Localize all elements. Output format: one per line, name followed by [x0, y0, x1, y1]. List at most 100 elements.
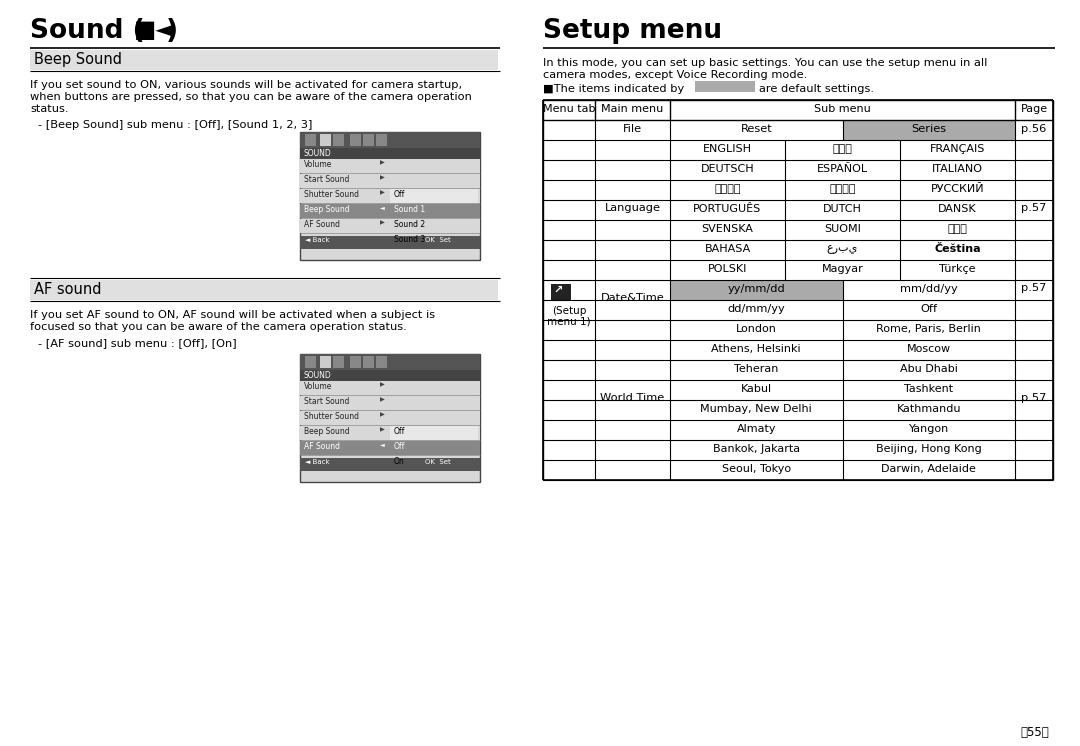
- Text: Menu tab: Menu tab: [543, 104, 595, 114]
- Bar: [300, 132, 480, 148]
- Text: Teheran: Teheran: [734, 364, 779, 374]
- Text: Main menu: Main menu: [602, 104, 663, 114]
- Text: Sound 3: Sound 3: [394, 235, 426, 244]
- Text: yy/mm/dd: yy/mm/dd: [727, 284, 785, 294]
- Text: Start Sound: Start Sound: [303, 175, 349, 184]
- Bar: [300, 189, 480, 203]
- Text: DANSK: DANSK: [939, 204, 976, 214]
- Bar: [300, 370, 480, 381]
- Bar: [543, 400, 1053, 420]
- Text: Tashkent: Tashkent: [904, 384, 954, 394]
- Text: POLSKI: POLSKI: [707, 264, 747, 274]
- Text: Off: Off: [920, 304, 937, 314]
- Text: Series: Series: [912, 124, 946, 134]
- Bar: [543, 160, 1053, 180]
- Text: - [AF sound] sub menu : [Off], [On]: - [AF sound] sub menu : [Off], [On]: [38, 338, 237, 348]
- Text: Abu Dhabi: Abu Dhabi: [900, 364, 958, 374]
- Text: Shutter Sound: Shutter Sound: [303, 412, 359, 421]
- Bar: [320, 356, 330, 368]
- Text: are default settings.: are default settings.: [759, 84, 874, 94]
- Text: 한국어: 한국어: [833, 144, 852, 154]
- Text: camera modes, except Voice Recording mode.: camera modes, except Voice Recording mod…: [543, 70, 807, 80]
- Bar: [320, 134, 330, 146]
- Bar: [543, 180, 1053, 200]
- Text: Athens, Helsinki: Athens, Helsinki: [712, 344, 801, 354]
- Text: DUTCH: DUTCH: [823, 204, 862, 214]
- Text: Rome, Paris, Berlin: Rome, Paris, Berlin: [876, 324, 982, 334]
- Text: ◄: ◄: [380, 442, 384, 447]
- Bar: [543, 340, 1053, 360]
- Text: Türkçe: Türkçe: [940, 264, 975, 274]
- Bar: [300, 132, 480, 260]
- Bar: [670, 280, 842, 300]
- Bar: [300, 148, 480, 159]
- Bar: [543, 440, 1053, 460]
- Bar: [543, 260, 1053, 280]
- Text: ▶: ▶: [380, 412, 384, 417]
- Text: Beep Sound: Beep Sound: [303, 205, 350, 214]
- Text: عربي: عربي: [827, 244, 859, 254]
- Bar: [543, 300, 1053, 320]
- Text: Darwin, Adelaide: Darwin, Adelaide: [881, 464, 976, 474]
- Bar: [300, 354, 480, 482]
- Text: РУССКИЙ: РУССКИЙ: [931, 184, 984, 194]
- Text: ▶: ▶: [380, 427, 384, 432]
- Text: p.57: p.57: [1022, 203, 1047, 213]
- Bar: [376, 134, 387, 146]
- Text: menu 1): menu 1): [548, 316, 591, 326]
- Text: SVENSKA: SVENSKA: [702, 224, 754, 234]
- Bar: [390, 189, 478, 203]
- Bar: [333, 356, 345, 368]
- Bar: [300, 354, 480, 370]
- Bar: [390, 204, 478, 218]
- Text: AF Sound: AF Sound: [303, 442, 340, 451]
- Text: ไทย: ไทย: [947, 224, 968, 234]
- Bar: [543, 460, 1053, 480]
- Bar: [30, 50, 498, 70]
- Bar: [363, 356, 374, 368]
- Text: ◄ Back: ◄ Back: [305, 459, 329, 465]
- Bar: [842, 120, 1015, 140]
- Bar: [363, 134, 374, 146]
- Text: Beijing, Hong Kong: Beijing, Hong Kong: [876, 444, 982, 454]
- Bar: [543, 100, 1053, 120]
- Text: when buttons are pressed, so that you can be aware of the camera operation: when buttons are pressed, so that you ca…: [30, 92, 472, 102]
- Text: ▶: ▶: [380, 175, 384, 180]
- Text: Sound (: Sound (: [30, 18, 145, 44]
- Bar: [350, 356, 361, 368]
- Bar: [30, 280, 498, 300]
- Text: Off: Off: [394, 190, 405, 199]
- Bar: [300, 174, 480, 188]
- Text: Kathmandu: Kathmandu: [896, 404, 961, 414]
- Text: AF Sound: AF Sound: [303, 220, 340, 229]
- Text: Sub menu: Sub menu: [814, 104, 870, 114]
- Bar: [390, 441, 478, 455]
- Text: Moscow: Moscow: [907, 344, 950, 354]
- Text: Reset: Reset: [741, 124, 772, 134]
- Text: DEUTSCH: DEUTSCH: [701, 164, 754, 174]
- Text: ■The items indicated by: ■The items indicated by: [543, 84, 685, 94]
- Text: ITALIANO: ITALIANO: [932, 164, 983, 174]
- Bar: [543, 200, 1053, 220]
- Text: Seoul, Tokyo: Seoul, Tokyo: [721, 464, 791, 474]
- Text: Volume: Volume: [303, 382, 333, 391]
- Text: ■◄: ■◄: [134, 18, 175, 42]
- Text: ▶: ▶: [380, 160, 384, 165]
- Text: Page: Page: [1021, 104, 1048, 114]
- Text: focused so that you can be aware of the camera operation status.: focused so that you can be aware of the …: [30, 322, 407, 332]
- Bar: [333, 134, 345, 146]
- Text: File: File: [623, 124, 643, 134]
- Text: In this mode, you can set up basic settings. You can use the setup menu in all: In this mode, you can set up basic setti…: [543, 58, 987, 68]
- Text: If you set AF sound to ON, AF sound will be activated when a subject is: If you set AF sound to ON, AF sound will…: [30, 310, 435, 320]
- Text: ◄: ◄: [380, 205, 384, 210]
- Bar: [300, 441, 480, 455]
- Text: status.: status.: [30, 104, 68, 114]
- Bar: [543, 420, 1053, 440]
- Text: Date&Time: Date&Time: [600, 293, 664, 303]
- Text: OK  Set: OK Set: [426, 459, 450, 465]
- Bar: [543, 140, 1053, 160]
- Text: On: On: [394, 457, 405, 466]
- Text: ▶: ▶: [380, 190, 384, 195]
- Bar: [543, 280, 1053, 300]
- Bar: [305, 356, 316, 368]
